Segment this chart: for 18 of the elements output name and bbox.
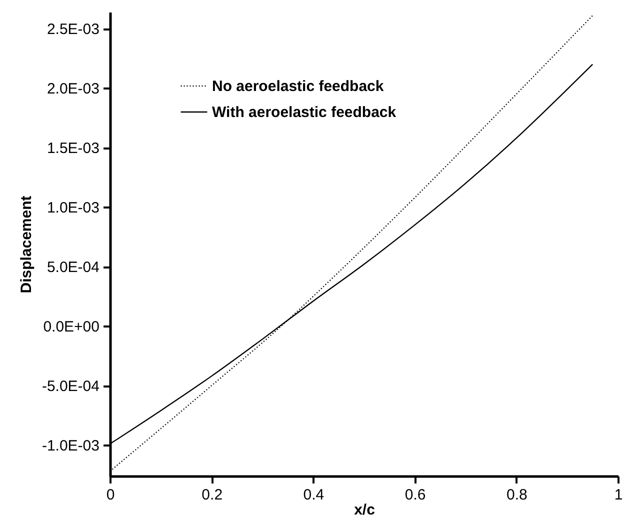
x-tick-label: 0.6 [404,486,426,504]
y-tick-label: 0.0E+00 [43,318,100,336]
x-tick-label: 0.4 [303,486,324,504]
y-tick-label: 1.5E-03 [46,140,100,158]
x-tick-label: 1 [614,486,623,504]
y-tick-label: 2.0E-03 [46,80,100,98]
y-tick-label: 2.5E-03 [46,21,100,38]
y-axis-title: Displacement [18,196,35,294]
y-tick-label: -1.0E-03 [42,438,100,455]
x-tick-label: 0.2 [202,486,223,504]
legend-label: No aeroelastic feedback [212,78,384,95]
legend-label: With aeroelastic feedback [212,104,397,121]
y-tick-label: -5.0E-04 [42,378,100,396]
y-tick-label: 1.0E-03 [46,200,100,217]
x-axis-title: x/c [354,502,375,518]
x-tick-label: 0.8 [506,486,528,504]
x-tick-label: 0 [106,486,115,504]
y-tick-label: 5.0E-04 [46,259,100,276]
